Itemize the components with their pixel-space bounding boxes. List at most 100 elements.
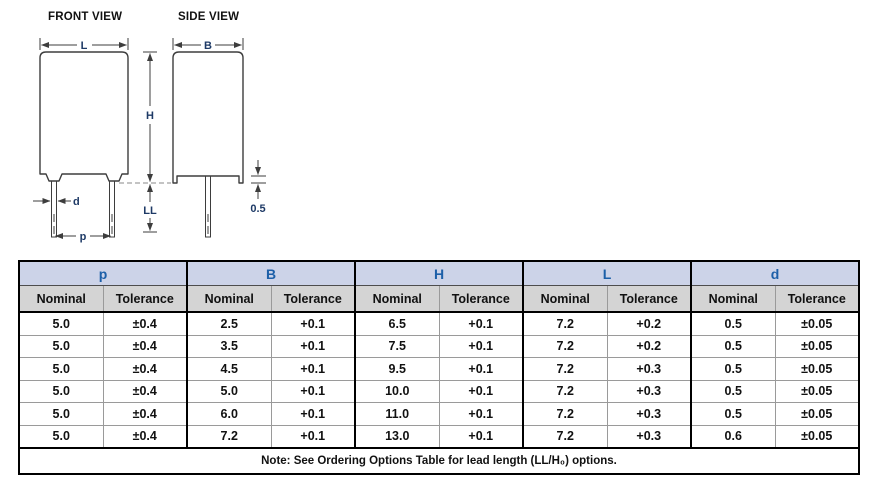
dim-label-d: d [73,196,80,208]
table-cell: 6.0 [186,402,271,425]
table-cell: 5.0 [186,379,271,403]
table-cell: 5.0 [19,334,103,358]
table-cell: 5.0 [19,312,103,335]
table-note: Note: See Ordering Options Table for lea… [19,447,859,474]
table-cell: 5.0 [19,357,103,380]
dim-p: p [55,231,111,243]
table-cell: 0.5 [690,402,775,425]
table-cell: ±0.05 [774,334,859,358]
table-cell: +0.1 [270,402,355,425]
front-view-title: FRONT VIEW [48,11,122,23]
table-cell: 7.2 [522,357,607,380]
column-group-header: d [690,261,859,286]
front-left-lead [51,181,57,238]
sub-header-cell: Tolerance [438,285,523,313]
table-cell: +0.1 [438,334,523,358]
table-cell: 0.6 [690,424,775,448]
table-row: 5.0 ±0.4 7.2 +0.1 13.0 +0.1 7.2 +0.3 0.6 ±0.05 [19,424,859,448]
dim-label-H: H [146,110,154,122]
dim-label-L: L [81,40,88,52]
table-cell: 7.2 [522,334,607,358]
sub-header-cell: Tolerance [774,285,859,313]
dim-H: H [143,51,157,182]
table-cell: ±0.05 [774,357,859,380]
column-group-header: p [19,261,187,286]
front-right-lead [109,181,115,238]
table-cell: 2.5 [186,312,271,335]
table-cell: +0.1 [270,379,355,403]
table-row: 5.0 ±0.4 4.5 +0.1 9.5 +0.1 7.2 +0.3 0.5 ±0.05 [19,357,859,380]
sub-header-cell: Nominal [522,285,607,313]
table-cell: +0.3 [606,357,691,380]
table-cell: +0.1 [270,312,355,335]
sub-header-row: Nominal Tolerance Nominal Tolerance Nominal T… [19,285,859,313]
table-cell: +0.1 [438,357,523,380]
table-cell: 7.2 [522,312,607,335]
front-view-body-outline [39,51,129,238]
table-cell: ±0.05 [774,379,859,403]
table-cell: +0.3 [606,402,691,425]
side-lead [205,176,211,238]
sub-header-cell: Tolerance [270,285,355,313]
table-cell: +0.1 [270,357,355,380]
table-cell: ±0.4 [102,424,187,448]
note-row: Note: See Ordering Options Table for lea… [19,447,859,474]
dim-B: B [172,38,244,52]
table-cell: ±0.4 [102,402,187,425]
table-cell: 7.2 [186,424,271,448]
table-cell: 0.5 [690,379,775,403]
column-group-header: H [354,261,523,286]
table-cell: +0.3 [606,424,691,448]
table-cell: +0.3 [606,379,691,403]
table-cell: 13.0 [354,424,439,448]
table-cell: ±0.4 [102,379,187,403]
table-cell: 0.5 [690,312,775,335]
sub-header-cell: Tolerance [102,285,187,313]
table-cell: ±0.05 [774,424,859,448]
table-cell: 5.0 [19,379,103,403]
dim-d: d [33,196,80,208]
table-cell: +0.1 [270,334,355,358]
sub-header-cell: Nominal [690,285,775,313]
table-cell: ±0.4 [102,312,187,335]
table-cell: 5.0 [19,424,103,448]
sub-header-cell: Nominal [354,285,439,313]
table-cell: 11.0 [354,402,439,425]
dim-L: L [39,38,129,52]
table-cell: 9.5 [354,357,439,380]
table-cell: +0.1 [438,379,523,403]
table-cell: +0.2 [606,334,691,358]
table-cell: ±0.05 [774,312,859,335]
table-row: 5.0 ±0.4 5.0 +0.1 10.0 +0.1 7.2 +0.3 0.5 ±0.05 [19,379,859,403]
table-cell: 0.5 [690,334,775,358]
sub-header-cell: Tolerance [606,285,691,313]
side-view-body-outline [172,51,244,238]
table-cell: +0.2 [606,312,691,335]
table-cell: 7.2 [522,402,607,425]
dim-label-B: B [204,40,212,52]
table-cell: +0.1 [438,312,523,335]
sub-header-cell: Nominal [186,285,271,313]
table-cell: 3.5 [186,334,271,358]
table-cell: 0.5 [690,357,775,380]
table-cell: 7.2 [522,424,607,448]
table-row: 5.0 ±0.4 6.0 +0.1 11.0 +0.1 7.2 +0.3 0.5 ±0.05 [19,402,859,425]
table-cell: 4.5 [186,357,271,380]
column-group-header: B [186,261,355,286]
sub-header-cell: Nominal [19,285,103,313]
table-row: 5.0 ±0.4 3.5 +0.1 7.5 +0.1 7.2 +0.2 0.5 ±0.05 [19,334,859,358]
table-cell: ±0.05 [774,402,859,425]
table-cell: 10.0 [354,379,439,403]
table-body: 5.0 ±0.4 2.5 +0.1 6.5 +0.1 7.2 +0.2 0.5 ±0.05 5.0 ±… [19,312,859,474]
dim-standoff: 0.5 [250,160,266,215]
table-cell: ±0.4 [102,357,187,380]
column-group-header: L [522,261,691,286]
dim-label-standoff: 0.5 [250,203,265,215]
table-cell: +0.1 [270,424,355,448]
dim-label-LL: LL [143,205,157,217]
table-row: 5.0 ±0.4 2.5 +0.1 6.5 +0.1 7.2 +0.2 0.5 ±0.05 [19,312,859,335]
